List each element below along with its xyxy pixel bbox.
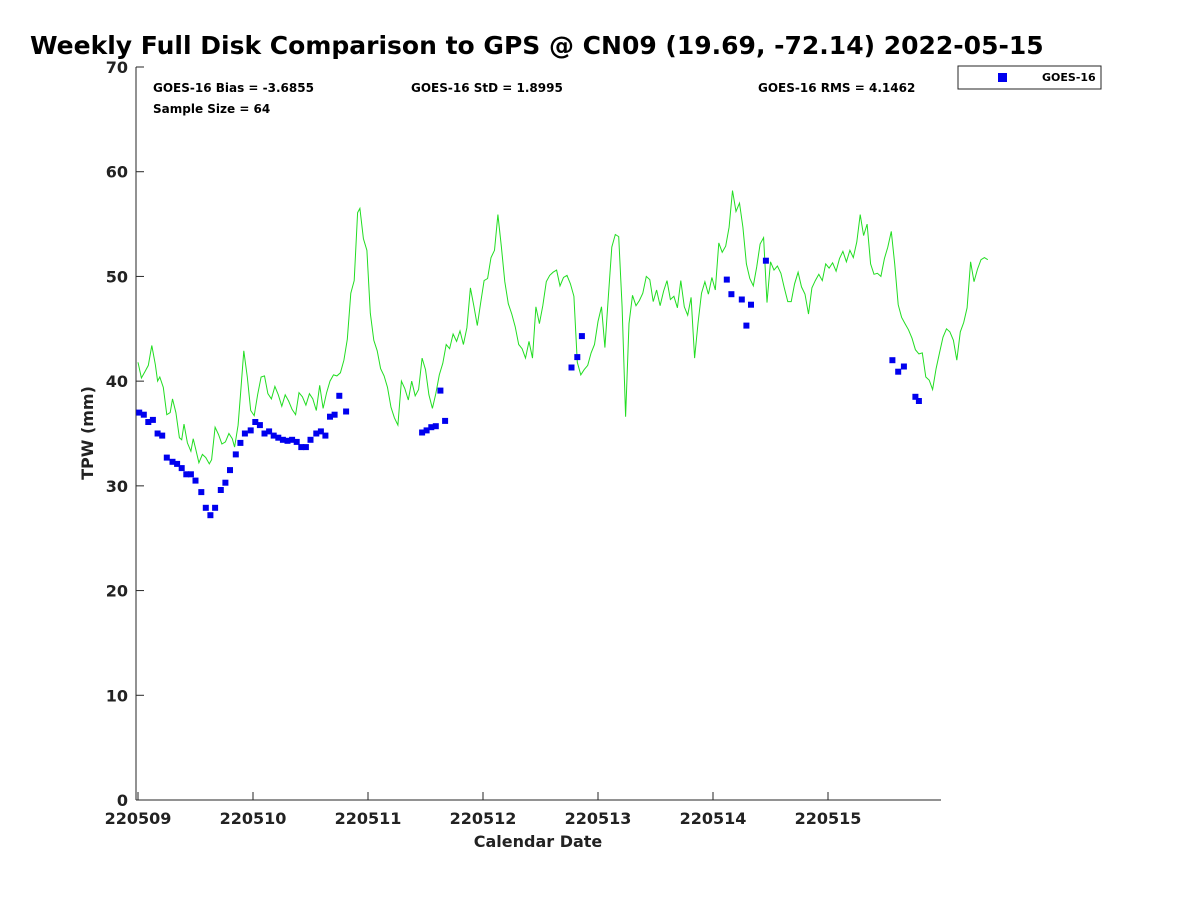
goes16-point <box>159 432 166 439</box>
goes16-points <box>136 257 922 519</box>
plot-area <box>136 190 989 519</box>
x-axis-ticks: 220509 220510 220511 220512 220513 220514 2205… <box>105 792 862 828</box>
goes16-point <box>298 444 305 451</box>
goes16-point <box>432 423 439 430</box>
goes16-point <box>728 291 735 298</box>
stat-bias: GOES-16 Bias = -3.6855 <box>153 81 314 95</box>
goes16-point <box>270 432 277 439</box>
goes16-point <box>136 409 143 416</box>
goes16-point <box>437 387 444 394</box>
stat-sample-size: Sample Size = 64 <box>153 102 270 116</box>
goes16-point <box>289 436 296 443</box>
goes16-point <box>154 430 161 437</box>
y-tick-label: 60 <box>106 163 128 182</box>
goes16-point <box>307 436 314 443</box>
goes16-point <box>256 422 263 429</box>
x-tick-label: 220510 <box>220 809 287 828</box>
goes16-point <box>336 392 343 399</box>
goes16-point <box>279 436 286 443</box>
goes16-point <box>419 429 426 436</box>
stat-rms: GOES-16 RMS = 4.1462 <box>758 81 915 95</box>
y-tick-label: 10 <box>106 686 128 705</box>
y-tick-label: 40 <box>106 372 128 391</box>
goes16-point <box>748 301 754 308</box>
goes16-point <box>284 437 291 444</box>
goes16-point <box>331 411 338 418</box>
goes16-point <box>237 439 244 446</box>
goes16-point <box>578 333 585 340</box>
goes16-point <box>140 411 147 418</box>
goes16-point <box>743 322 750 329</box>
chart-title: Weekly Full Disk Comparison to GPS @ CN0… <box>30 31 1044 60</box>
legend: GOES-16 <box>957 65 1102 90</box>
legend-box <box>957 65 1102 90</box>
goes16-point <box>343 408 350 415</box>
goes16-point <box>302 444 309 451</box>
goes16-point <box>895 368 902 375</box>
x-axis-label: Calendar Date <box>474 832 603 851</box>
goes16-point <box>912 393 919 400</box>
goes16-point <box>187 471 194 478</box>
y-tick-label: 30 <box>106 477 128 496</box>
goes16-point <box>212 504 219 511</box>
goes16-point <box>174 460 181 467</box>
goes16-point <box>275 434 282 441</box>
y-axis-ticks: 0 10 20 30 40 50 60 70 <box>106 58 144 810</box>
legend-label-goes16: GOES-16 <box>1042 71 1096 84</box>
goes16-point <box>327 413 333 420</box>
x-tick-label: 220511 <box>335 809 402 828</box>
goes16-point <box>207 512 214 519</box>
goes16-point <box>574 354 581 361</box>
x-tick-label: 220512 <box>450 809 517 828</box>
gps-tpw-line <box>137 190 989 465</box>
goes16-point <box>232 451 239 458</box>
y-tick-label: 0 <box>117 791 128 810</box>
goes16-point <box>222 479 229 486</box>
goes16-point <box>568 364 575 371</box>
goes16-point <box>247 427 254 434</box>
goes16-point <box>900 363 907 370</box>
y-tick-label: 20 <box>106 582 128 601</box>
goes16-point <box>149 416 156 423</box>
goes16-point <box>915 398 922 404</box>
goes16-point <box>762 257 769 264</box>
goes16-point <box>322 432 329 439</box>
goes16-point <box>266 428 273 435</box>
goes16-point <box>241 430 248 437</box>
goes16-point <box>252 419 259 425</box>
goes16-point <box>261 430 268 437</box>
goes16-point <box>442 417 449 424</box>
y-tick-label: 50 <box>106 267 128 286</box>
y-tick-label: 70 <box>106 58 128 77</box>
goes16-point <box>169 458 176 465</box>
goes16-point <box>217 487 224 493</box>
goes16-point <box>178 465 185 472</box>
x-tick-label: 220514 <box>680 809 747 828</box>
goes16-point <box>738 296 745 303</box>
goes16-point <box>723 276 730 283</box>
x-tick-label: 220515 <box>795 809 862 828</box>
stat-std: GOES-16 StD = 1.8995 <box>411 81 563 95</box>
x-tick-label: 220509 <box>105 809 172 828</box>
y-axis-label: TPW (mm) <box>78 386 97 480</box>
goes16-point <box>183 471 190 478</box>
goes16-point <box>889 357 896 364</box>
goes16-point <box>192 477 199 484</box>
goes16-point <box>163 454 170 461</box>
goes16-point <box>428 424 435 431</box>
goes16-point <box>317 428 324 435</box>
goes16-point <box>227 467 233 474</box>
goes16-point <box>423 427 430 434</box>
goes16-point <box>145 419 152 425</box>
x-tick-label: 220513 <box>565 809 632 828</box>
goes16-point <box>198 489 205 496</box>
legend-marker-goes16 <box>998 73 1007 82</box>
goes16-point <box>293 438 300 445</box>
goes16-point <box>313 430 320 437</box>
goes16-point <box>202 504 209 511</box>
